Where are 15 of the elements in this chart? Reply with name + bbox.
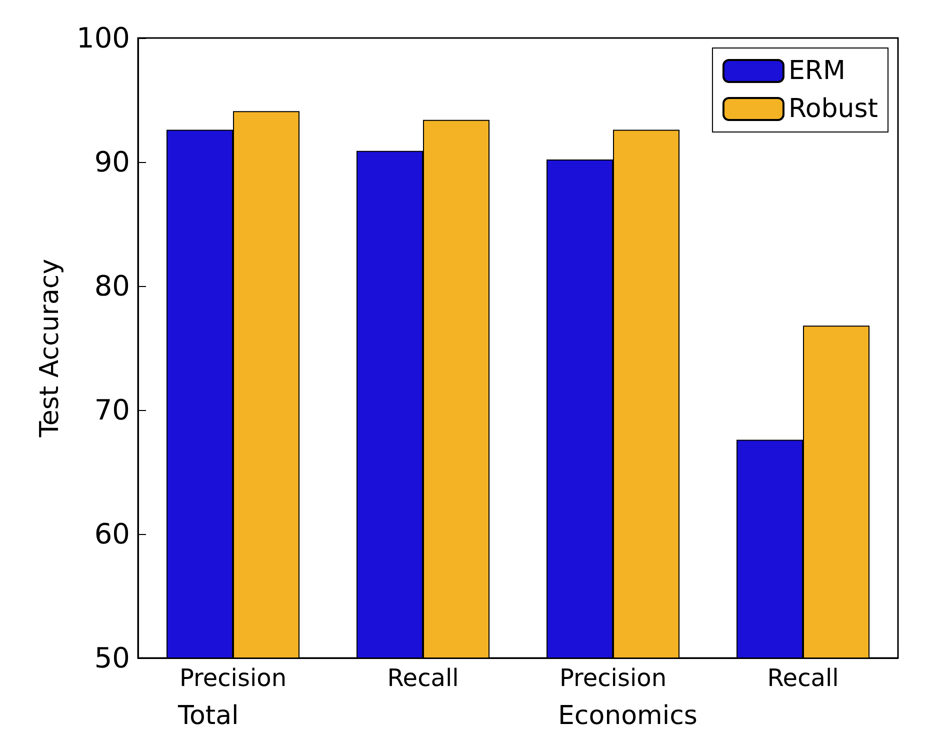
y-tick-label: 90 bbox=[94, 146, 130, 178]
x-tick-label: Recall bbox=[767, 664, 839, 692]
y-tick-label: 80 bbox=[94, 270, 130, 302]
text: Economics bbox=[558, 701, 698, 731]
legend-label: ERM bbox=[788, 56, 846, 86]
x-tick-label: Precision bbox=[179, 664, 287, 692]
legend-label: Robust bbox=[788, 94, 878, 124]
y-tick-label: 60 bbox=[94, 518, 130, 550]
x-tick-label: Precision bbox=[559, 664, 667, 692]
y-axis-title: Test Accuracy bbox=[35, 258, 65, 438]
y-tick-label: 70 bbox=[94, 394, 130, 426]
text: Total bbox=[177, 701, 239, 731]
y-tick-label: 50 bbox=[94, 642, 130, 674]
y-tick-label: 100 bbox=[76, 22, 130, 54]
x-tick-label: Recall bbox=[387, 664, 459, 692]
